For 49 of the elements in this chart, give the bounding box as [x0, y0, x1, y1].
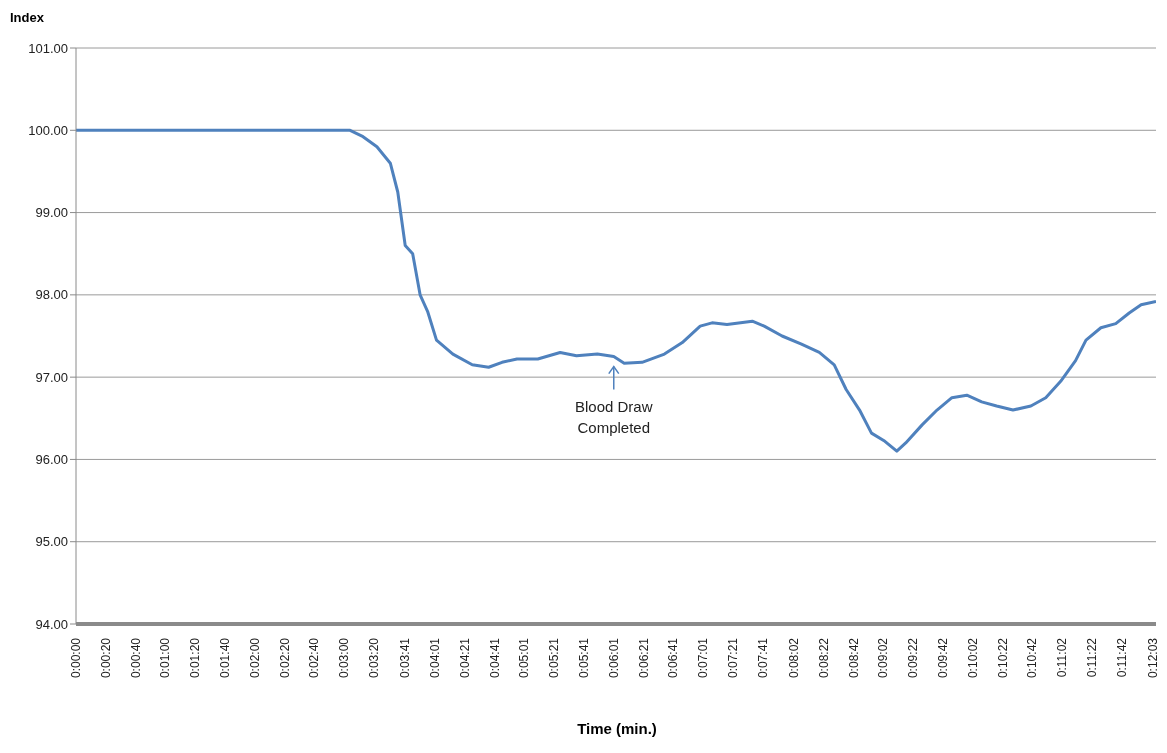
- y-axis-title: Index: [10, 10, 44, 25]
- x-tick-label: 0:10:02: [965, 637, 980, 679]
- y-tick-label: 97.00: [35, 369, 68, 385]
- y-tick-label: 96.00: [35, 452, 68, 468]
- x-tick-label: 0:11:22: [1084, 637, 1099, 678]
- x-tick-label: 0:06:01: [606, 637, 621, 679]
- x-tick-label: 0:05:21: [547, 637, 562, 679]
- x-tick-label: 0:03:41: [398, 637, 413, 679]
- x-tick-label: 0:05:41: [576, 637, 591, 679]
- x-tick-label: 0:09:02: [876, 637, 891, 679]
- x-tick-label: 0:10:42: [1025, 637, 1040, 679]
- x-tick-label: 0:03:00: [337, 637, 352, 679]
- x-tick-label: 0:04:21: [457, 637, 472, 679]
- x-tick-label: 0:04:01: [428, 637, 442, 679]
- x-tick-label: 0:01:40: [217, 637, 232, 679]
- x-tick-label: 0:02:20: [277, 637, 292, 679]
- x-tick-label: 0:03:20: [366, 637, 381, 679]
- x-tick-label: 0:10:22: [995, 637, 1010, 679]
- x-tick-label: 0:08:22: [816, 637, 831, 679]
- x-tick-label: 0:00:40: [128, 637, 143, 679]
- x-tick-label: 0:08:42: [846, 637, 861, 679]
- x-tick-label: 0:02:40: [307, 637, 322, 679]
- x-tick-label: 0:06:41: [666, 637, 681, 679]
- y-tick-label: 101.00: [28, 40, 68, 56]
- x-tick-label: 0:07:21: [725, 637, 740, 679]
- y-tick-label: 99.00: [35, 205, 68, 221]
- x-axis-title: Time (min.): [576, 720, 658, 737]
- y-tick-label: 98.00: [35, 287, 68, 303]
- y-tick-label: 100.00: [28, 122, 68, 138]
- x-tick-label: 0:11:02: [1055, 637, 1070, 678]
- x-tick-label: 0:07:41: [755, 637, 770, 679]
- x-tick-label: 0:04:41: [487, 637, 502, 679]
- y-tick-label: 94.00: [35, 616, 68, 632]
- x-tick-label: 0:12:03: [1146, 637, 1161, 679]
- x-tick-label: 0:05:01: [517, 637, 532, 679]
- x-tick-label: 0:00:00: [69, 637, 83, 679]
- x-tick-label: 0:08:02: [787, 637, 802, 679]
- y-tick-label: 95.00: [35, 534, 68, 550]
- x-tick-label: 0:06:21: [636, 637, 651, 679]
- x-tick-label: 0:09:42: [935, 637, 950, 679]
- x-tick-label: 0:09:22: [906, 637, 921, 679]
- annotation: Blood Draw Completed: [574, 397, 653, 436]
- x-tick-label: 0:00:20: [98, 637, 113, 679]
- x-tick-label: 0:01:00: [158, 637, 173, 679]
- x-tick-label: 0:01:20: [188, 637, 203, 679]
- x-tick-label: 0:02:00: [247, 637, 262, 679]
- x-tick-label: 0:11:42: [1114, 637, 1129, 678]
- line-series: [76, 128, 1156, 453]
- x-tick-label: 0:07:01: [696, 637, 711, 679]
